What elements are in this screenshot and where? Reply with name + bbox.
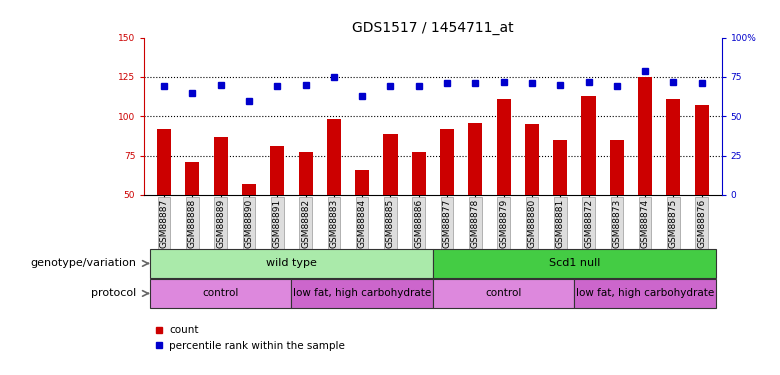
Text: low fat, high carbohydrate: low fat, high carbohydrate — [576, 288, 714, 298]
Bar — [327, 119, 341, 195]
Bar — [384, 134, 398, 195]
Bar — [214, 137, 228, 195]
Bar — [525, 124, 539, 195]
Bar — [242, 184, 256, 195]
Bar — [292, 279, 433, 308]
Text: wild type: wild type — [266, 258, 317, 268]
Bar — [468, 123, 482, 195]
Bar — [695, 105, 709, 195]
Bar — [581, 96, 596, 195]
Bar — [412, 153, 426, 195]
Bar — [553, 140, 567, 195]
Text: control: control — [485, 288, 522, 298]
Bar — [157, 129, 171, 195]
Bar — [433, 249, 716, 278]
Bar — [666, 99, 680, 195]
Bar — [440, 129, 454, 195]
Bar — [270, 146, 285, 195]
Bar — [299, 153, 313, 195]
Bar — [574, 279, 716, 308]
Title: GDS1517 / 1454711_at: GDS1517 / 1454711_at — [352, 21, 514, 35]
Bar — [150, 279, 292, 308]
Bar — [186, 162, 200, 195]
Bar — [638, 77, 652, 195]
Text: control: control — [203, 288, 239, 298]
Bar — [433, 279, 574, 308]
Bar — [497, 99, 511, 195]
Text: Scd1 null: Scd1 null — [548, 258, 600, 268]
Text: low fat, high carbohydrate: low fat, high carbohydrate — [293, 288, 431, 298]
Bar — [355, 170, 369, 195]
Text: genotype/variation: genotype/variation — [30, 258, 136, 268]
Bar — [610, 140, 624, 195]
Bar — [150, 249, 433, 278]
Text: protocol: protocol — [91, 288, 136, 298]
Legend: count, percentile rank within the sample: count, percentile rank within the sample — [150, 321, 349, 355]
